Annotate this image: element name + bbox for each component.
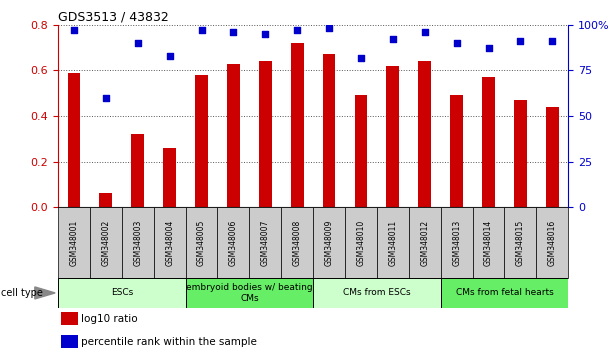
Text: GSM348013: GSM348013 <box>452 219 461 266</box>
Text: ESCs: ESCs <box>111 289 133 297</box>
Text: GSM348005: GSM348005 <box>197 219 206 266</box>
Bar <box>60 312 78 325</box>
Text: CMs from ESCs: CMs from ESCs <box>343 289 411 297</box>
Bar <box>122 207 154 278</box>
Text: GSM348016: GSM348016 <box>548 219 557 266</box>
Point <box>69 27 79 33</box>
Bar <box>323 55 335 207</box>
Point <box>229 29 238 35</box>
Point <box>133 40 142 46</box>
Bar <box>68 73 81 207</box>
Bar <box>58 207 90 278</box>
Bar <box>409 207 441 278</box>
Bar <box>227 63 240 207</box>
Bar <box>90 207 122 278</box>
Point <box>388 36 398 42</box>
Bar <box>259 61 272 207</box>
Bar <box>281 207 313 278</box>
Text: GSM348014: GSM348014 <box>484 219 493 266</box>
Point <box>547 38 557 44</box>
Text: GSM348009: GSM348009 <box>324 219 334 266</box>
Bar <box>313 207 345 278</box>
Text: GSM348004: GSM348004 <box>165 219 174 266</box>
Point <box>452 40 461 46</box>
Bar <box>345 207 377 278</box>
Point <box>165 53 175 59</box>
Text: CMs from fetal hearts: CMs from fetal hearts <box>456 289 554 297</box>
Text: log10 ratio: log10 ratio <box>81 314 137 324</box>
Bar <box>450 96 463 207</box>
Text: GSM348012: GSM348012 <box>420 219 430 266</box>
Text: GDS3513 / 43832: GDS3513 / 43832 <box>58 11 169 24</box>
Bar <box>441 278 568 308</box>
Bar <box>291 43 304 207</box>
Bar <box>195 75 208 207</box>
Text: cell type: cell type <box>1 288 43 298</box>
Bar <box>546 107 558 207</box>
Bar <box>218 207 249 278</box>
Bar <box>131 134 144 207</box>
Point <box>356 55 366 61</box>
Point <box>484 46 494 51</box>
Text: GSM348006: GSM348006 <box>229 219 238 266</box>
Text: percentile rank within the sample: percentile rank within the sample <box>81 337 257 347</box>
Bar <box>419 61 431 207</box>
Point <box>292 27 302 33</box>
Bar <box>58 278 186 308</box>
Bar <box>377 207 409 278</box>
Bar <box>354 96 367 207</box>
Bar <box>514 100 527 207</box>
Point <box>516 38 525 44</box>
Text: GSM348010: GSM348010 <box>356 219 365 266</box>
Polygon shape <box>35 287 55 299</box>
Bar <box>186 207 218 278</box>
Bar <box>505 207 536 278</box>
Point <box>101 95 111 101</box>
Text: GSM348001: GSM348001 <box>70 219 78 266</box>
Point <box>197 27 207 33</box>
Bar <box>186 278 313 308</box>
Bar <box>482 77 495 207</box>
Bar <box>100 193 112 207</box>
Text: GSM348002: GSM348002 <box>101 219 111 266</box>
Point <box>324 25 334 31</box>
Point <box>260 31 270 37</box>
Bar <box>441 207 472 278</box>
Bar <box>536 207 568 278</box>
Bar <box>249 207 281 278</box>
Text: GSM348003: GSM348003 <box>133 219 142 266</box>
Bar <box>60 335 78 348</box>
Bar <box>313 278 441 308</box>
Bar <box>163 148 176 207</box>
Point <box>420 29 430 35</box>
Text: GSM348015: GSM348015 <box>516 219 525 266</box>
Text: embryoid bodies w/ beating
CMs: embryoid bodies w/ beating CMs <box>186 283 313 303</box>
Text: GSM348007: GSM348007 <box>261 219 270 266</box>
Bar <box>154 207 186 278</box>
Bar <box>472 207 505 278</box>
Text: GSM348011: GSM348011 <box>389 219 397 266</box>
Text: GSM348008: GSM348008 <box>293 219 302 266</box>
Bar <box>387 66 399 207</box>
